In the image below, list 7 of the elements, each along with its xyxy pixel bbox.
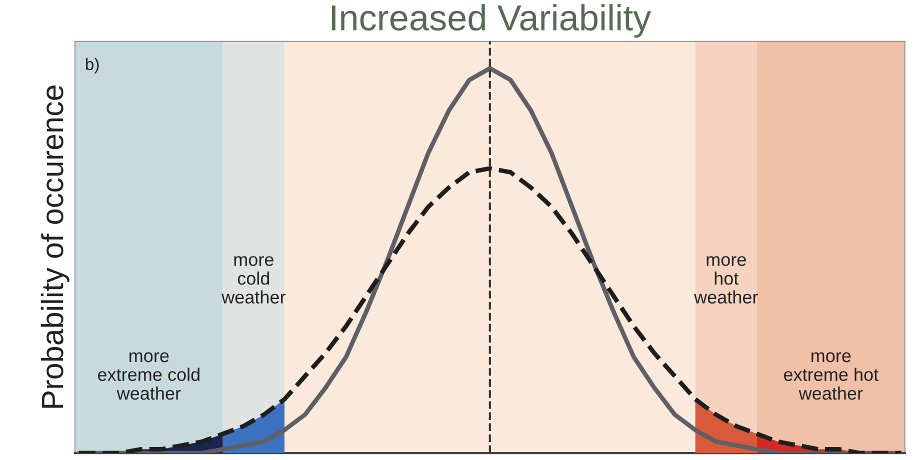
chart-title: Increased Variability — [332, 4, 652, 38]
annotation: more hot weather — [694, 256, 758, 304]
annotation: more cold weather — [222, 256, 286, 304]
annotation: more extreme cold weather — [98, 352, 200, 400]
annotation: b) — [86, 58, 99, 74]
y-axis-title: Probability of occurence — [40, 86, 70, 408]
annotation: more extreme hot weather — [784, 352, 878, 400]
